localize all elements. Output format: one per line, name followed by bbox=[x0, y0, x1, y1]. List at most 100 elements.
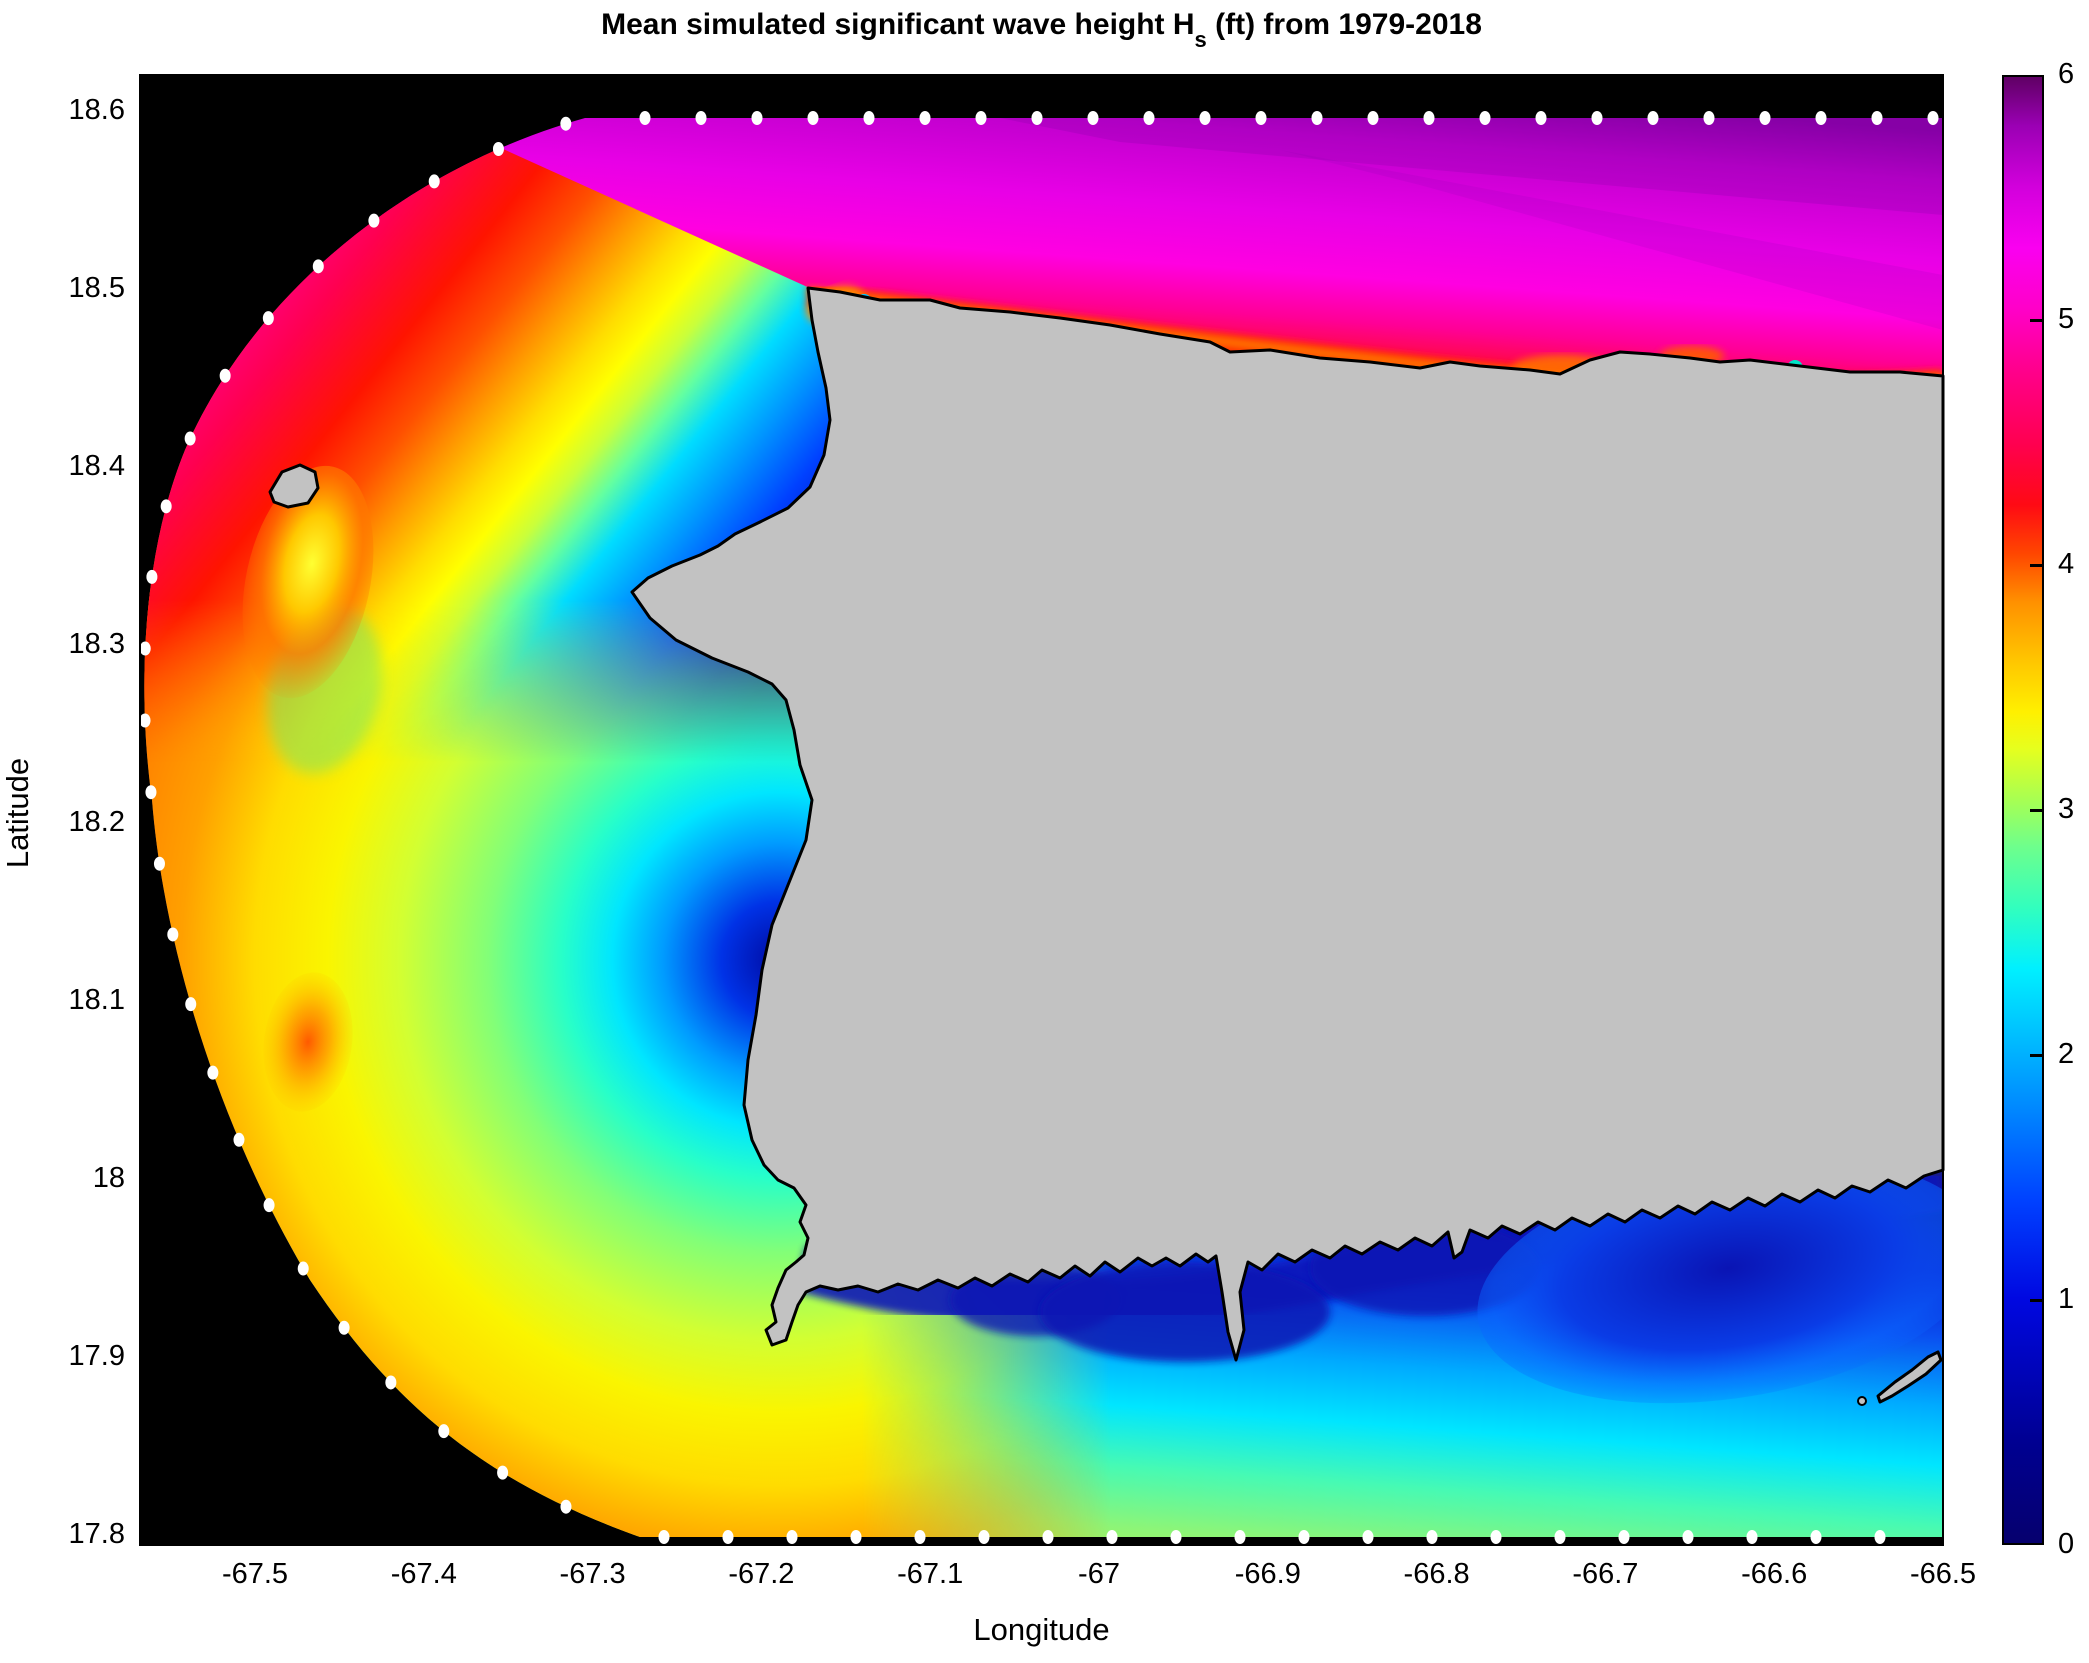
title-subscript: s bbox=[1194, 27, 1207, 52]
boundary-node-dot bbox=[1703, 111, 1715, 125]
land-desecheo-island bbox=[268, 463, 320, 509]
boundary-node-dot bbox=[262, 311, 274, 326]
boundary-node-dot bbox=[1106, 1530, 1118, 1544]
x-tick-label: -66.7 bbox=[1572, 1558, 1639, 1590]
boundary-node-dot bbox=[1423, 111, 1435, 125]
boundary-node-dot bbox=[919, 111, 931, 125]
y-axis-label: Latitude bbox=[0, 757, 35, 869]
x-tick-label: -67.5 bbox=[221, 1558, 289, 1590]
boundary-node-dot bbox=[1311, 111, 1323, 125]
colorbar-tick-label: 3 bbox=[2058, 793, 2075, 825]
boundary-node-dot bbox=[1362, 1530, 1374, 1544]
axes-frame bbox=[139, 74, 1944, 1546]
y-tick-label: 18.2 bbox=[68, 806, 125, 838]
boundary-node-dot bbox=[1143, 111, 1155, 125]
boundary-node-dot bbox=[145, 785, 157, 800]
boundary-node-dot bbox=[184, 431, 196, 446]
boundary-node-dot bbox=[1170, 1530, 1182, 1544]
boundary-node-dot bbox=[807, 111, 819, 125]
boundary-node-dot bbox=[428, 174, 440, 189]
colorbar-tick-mark bbox=[2030, 1054, 2042, 1057]
boundary-node-dot bbox=[146, 569, 158, 584]
x-tick-label: -66.5 bbox=[1909, 1558, 1977, 1590]
boundary-node-dot bbox=[312, 259, 324, 274]
boundary-node-dot bbox=[1479, 111, 1491, 125]
y-tick-label: 18.4 bbox=[68, 450, 125, 482]
boundary-node-dot bbox=[1759, 111, 1771, 125]
boundary-node-dot bbox=[1426, 1530, 1438, 1544]
boundary-node-dot bbox=[786, 1530, 798, 1544]
boundary-node-dot bbox=[492, 141, 504, 156]
boundary-node-dot bbox=[560, 1499, 572, 1514]
boundary-node-dot bbox=[185, 997, 197, 1012]
boundary-node-dot bbox=[639, 111, 651, 125]
x-tick-label: -67.2 bbox=[728, 1558, 795, 1590]
y-tick-label: 17.8 bbox=[68, 1518, 125, 1550]
boundary-node-dot bbox=[1927, 111, 1939, 125]
colorbar-tick-mark bbox=[2030, 564, 2042, 567]
colorbar-tick-label: 2 bbox=[2058, 1038, 2075, 1070]
boundary-node-dot bbox=[1298, 1530, 1310, 1544]
boundary-node-dot bbox=[975, 111, 987, 125]
boundary-node-dot bbox=[1490, 1530, 1502, 1544]
y-tick-label: 18.6 bbox=[68, 94, 125, 126]
boundary-node-dot bbox=[695, 111, 707, 125]
boundary-node-dot bbox=[263, 1198, 275, 1213]
x-tick-label: -67 bbox=[1078, 1558, 1120, 1590]
boundary-node-dot bbox=[850, 1530, 862, 1544]
boundary-node-dot bbox=[153, 856, 165, 871]
x-tick-label: -67.1 bbox=[897, 1558, 964, 1590]
boundary-node-dot bbox=[338, 1320, 350, 1335]
boundary-node-dot bbox=[1815, 111, 1827, 125]
y-tick-label: 18.5 bbox=[68, 272, 125, 304]
boundary-node-dot bbox=[1367, 111, 1379, 125]
boundary-node-dot bbox=[139, 713, 151, 728]
x-tick-label: -67.3 bbox=[559, 1558, 626, 1590]
boundary-node-dot bbox=[1871, 111, 1883, 125]
boundary-node-dot bbox=[1682, 1530, 1694, 1544]
boundary-node-dot bbox=[658, 1530, 670, 1544]
y-tick-label: 17.9 bbox=[68, 1340, 125, 1372]
land-caja-de-muertos-island bbox=[1876, 1350, 1943, 1404]
colorbar-tick-label: 4 bbox=[2058, 548, 2075, 580]
boundary-node-dot bbox=[1647, 111, 1659, 125]
boundary-node-dot bbox=[914, 1530, 926, 1544]
boundary-node-dot bbox=[1087, 111, 1099, 125]
boundary-node-dot bbox=[1591, 111, 1603, 125]
boundary-node-dot bbox=[1234, 1530, 1246, 1544]
islet bbox=[1857, 1396, 1867, 1406]
boundary-node-dot bbox=[233, 1132, 245, 1147]
boundary-node-dot bbox=[1255, 111, 1267, 125]
boundary-node-dot bbox=[160, 499, 172, 514]
boundary-node-dot bbox=[1554, 1530, 1566, 1544]
boundary-node-dot bbox=[978, 1530, 990, 1544]
boundary-node-dot bbox=[1874, 1530, 1886, 1544]
boundary-node-dot bbox=[167, 927, 179, 942]
title-main: Mean simulated significant wave height H bbox=[601, 8, 1195, 41]
x-tick-label: -66.6 bbox=[1741, 1558, 1808, 1590]
boundary-node-dot bbox=[385, 1375, 397, 1390]
boundary-node-dot bbox=[560, 116, 572, 131]
colorbar-tick-label: 6 bbox=[2058, 58, 2075, 90]
boundary-node-dot bbox=[1535, 111, 1547, 125]
page-title: Mean simulated significant wave height H… bbox=[140, 8, 1943, 52]
boundary-node-dot bbox=[1618, 1530, 1630, 1544]
boundary-node-dot bbox=[1031, 111, 1043, 125]
boundary-node-dot bbox=[1810, 1530, 1822, 1544]
colorbar-tick-label: 0 bbox=[2058, 1528, 2075, 1560]
colorbar-tick-label: 1 bbox=[2058, 1283, 2075, 1315]
colorbar-tick-mark bbox=[2030, 1299, 2042, 1302]
boundary-node-dot bbox=[497, 1465, 509, 1480]
boundary-node-dot bbox=[438, 1424, 450, 1439]
boundary-node-dot bbox=[219, 368, 231, 383]
open-boundary-node-dots bbox=[139, 111, 1939, 1544]
colorbar-tick-mark bbox=[2030, 319, 2042, 322]
boundary-node-dot bbox=[368, 213, 380, 228]
x-tick-label: -66.9 bbox=[1234, 1558, 1301, 1590]
boundary-node-dot bbox=[139, 641, 151, 656]
boundary-node-dot bbox=[297, 1261, 309, 1276]
boundary-node-dot bbox=[1042, 1530, 1054, 1544]
boundary-node-dot bbox=[207, 1065, 219, 1080]
